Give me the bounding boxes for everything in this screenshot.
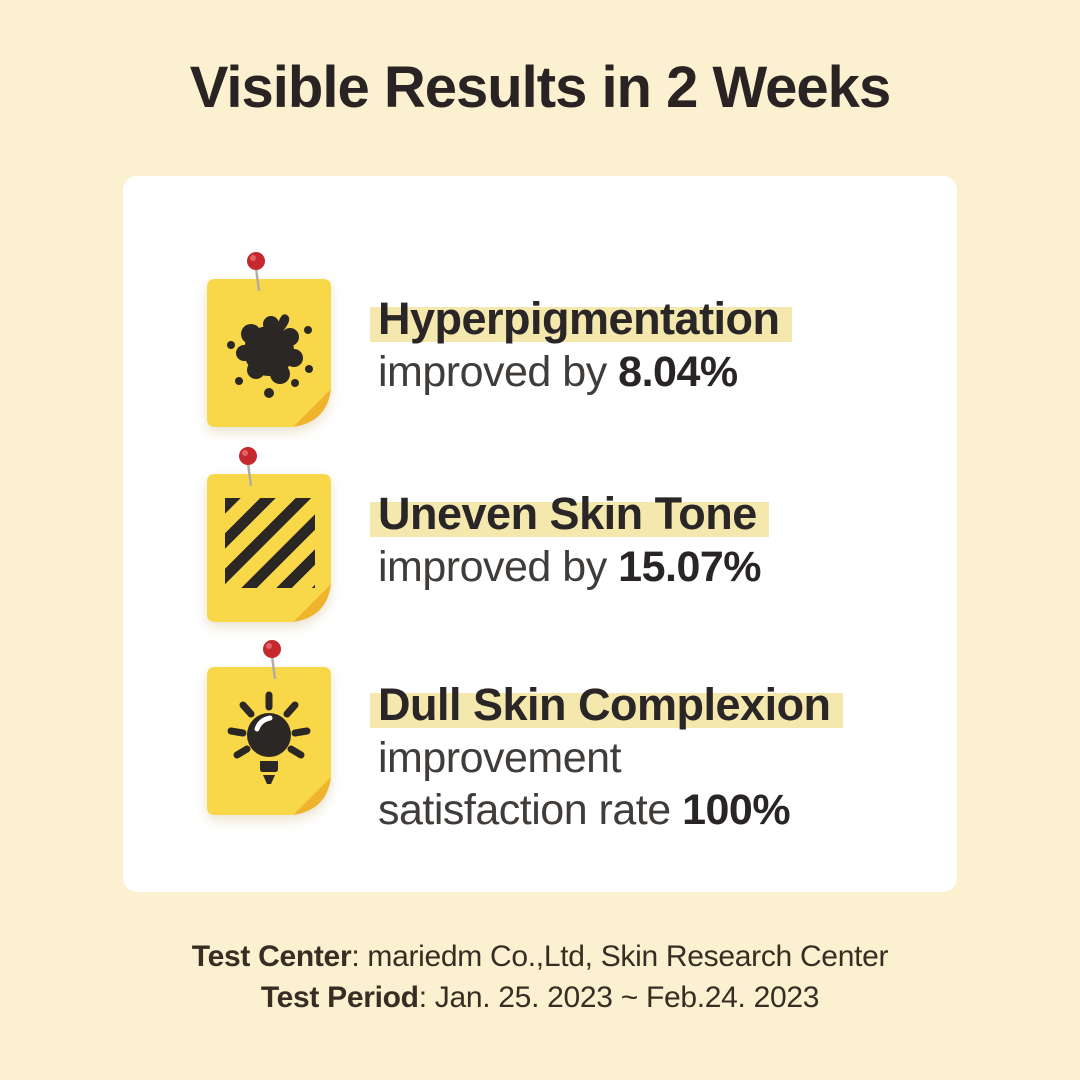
test-center-value: : mariedm Co.,Ltd, Skin Research Center — [351, 940, 889, 973]
push-pin-icon — [239, 447, 257, 487]
light-bulb-icon — [227, 691, 311, 784]
result-value: 15.07% — [618, 543, 762, 591]
test-period-line: Test Period: Jan. 25. 2023 ~ Feb.24. 202… — [0, 977, 1080, 1018]
results-card: Hyperpigmentation improved by 8.04% Unev — [123, 176, 957, 892]
sticky-note — [205, 252, 333, 429]
result-heading: Dull Skin Complexion — [370, 678, 843, 732]
result-text: Dull Skin Complexion improvement satisfa… — [370, 678, 938, 836]
test-period-label: Test Period — [260, 981, 419, 1014]
test-center-label: Test Center — [191, 940, 352, 973]
ink-splat-icon — [227, 314, 313, 398]
result-value: 100% — [682, 786, 791, 834]
footer: Test Center: mariedm Co.,Ltd, Skin Resea… — [0, 936, 1080, 1018]
sticky-note — [205, 640, 333, 817]
result-heading: Uneven Skin Tone — [370, 487, 769, 541]
result-detail: improved by 15.07% — [378, 543, 762, 591]
result-detail: improvement — [378, 734, 622, 782]
result-detail: satisfaction rate 100% — [378, 786, 791, 834]
page-title: Visible Results in 2 Weeks — [189, 55, 891, 120]
result-text: Uneven Skin Tone improved by 15.07% — [370, 487, 938, 593]
push-pin-icon — [247, 252, 265, 292]
sticky-note — [205, 447, 333, 624]
result-text: Hyperpigmentation improved by 8.04% — [370, 292, 938, 398]
result-detail: improved by 8.04% — [378, 348, 738, 396]
test-center-line: Test Center: mariedm Co.,Ltd, Skin Resea… — [0, 936, 1080, 977]
test-period-value: : Jan. 25. 2023 ~ Feb.24. 2023 — [418, 981, 820, 1014]
diagonal-stripes-icon — [225, 498, 315, 588]
result-heading: Hyperpigmentation — [370, 292, 792, 346]
result-value: 8.04% — [618, 348, 738, 396]
push-pin-icon — [263, 640, 281, 680]
